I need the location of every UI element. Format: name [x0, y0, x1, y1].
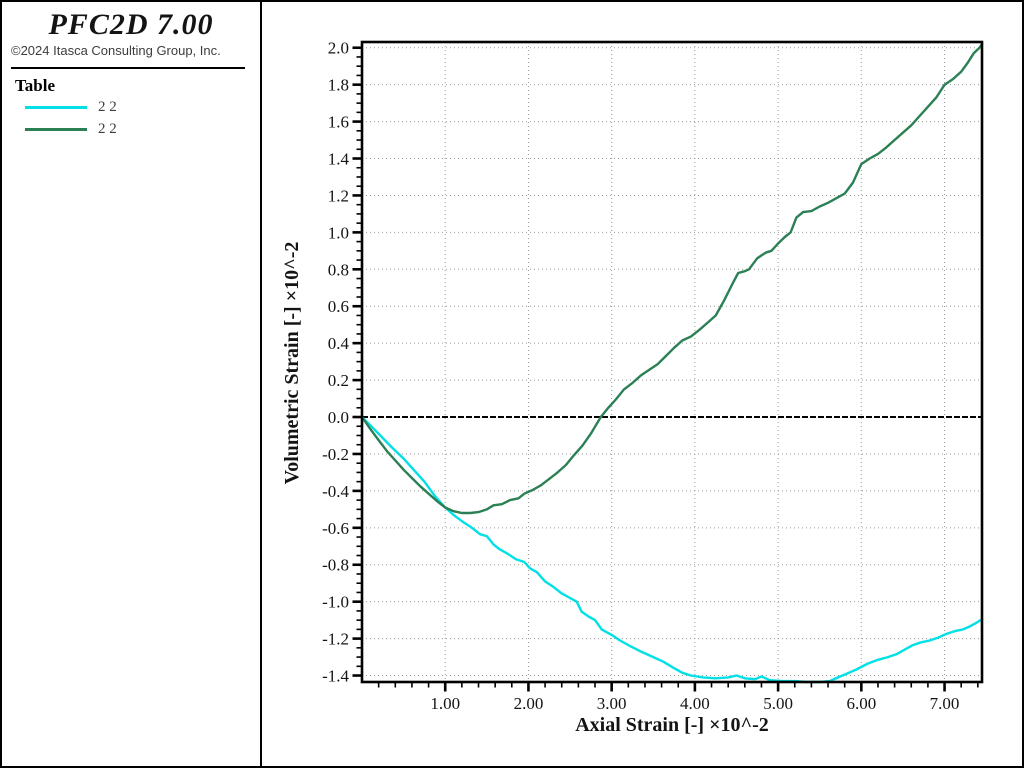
y-tick-label: 1.0: [328, 223, 349, 242]
legend-item-table-green: 2 2: [25, 118, 260, 140]
y-tick-label: -0.4: [322, 482, 349, 501]
y-tick-label: -0.6: [322, 519, 349, 538]
x-tick-label: 1.00: [430, 694, 460, 713]
ticks-group: [352, 46, 979, 692]
gridlines-group: [362, 42, 982, 682]
cyan-line-swatch: [25, 105, 87, 109]
y-tick-label: 1.6: [328, 113, 349, 132]
y-tick-label: 2.0: [328, 39, 349, 58]
tick-labels-group: 1.00 2.00 3.00 4.00 5.00 6.00 7.00 2.0 1.8 1.6 1.4…: [322, 39, 959, 713]
y-tick-label: 0.8: [328, 260, 349, 279]
y-tick-label: -1.0: [322, 593, 349, 612]
y-axis-title: Volumetric Strain [-] ×10^-2: [281, 242, 303, 485]
y-tick-label: 1.8: [328, 76, 349, 95]
legend-item-table-cyan: 2 2: [25, 96, 260, 118]
green-line-swatch: [25, 127, 87, 131]
legend-label: 2 2: [98, 98, 117, 115]
y-tick-label: 0.6: [328, 297, 349, 316]
x-tick-label: 6.00: [846, 694, 876, 713]
y-tick-label: -1.4: [322, 667, 349, 686]
y-tick-label: 0.2: [328, 371, 349, 390]
plot-frame: [360, 40, 984, 684]
info-panel: PFC2D 7.00 ©2024 Itasca Consulting Group…: [2, 2, 262, 766]
y-tick-label: 1.2: [328, 186, 349, 205]
x-tick-label: 5.00: [763, 694, 793, 713]
x-axis-title: Axial Strain [-] ×10^-2: [575, 714, 769, 736]
panel-divider: [11, 67, 245, 69]
app-title: PFC2D 7.00: [48, 8, 214, 41]
series-line-0: [360, 415, 984, 684]
legend-heading: Table: [15, 76, 56, 95]
y-tick-label: 1.4: [328, 150, 350, 169]
x-tick-label: 2.00: [514, 694, 544, 713]
y-tick-label: 0.4: [328, 334, 350, 353]
y-tick-label: -0.2: [322, 445, 349, 464]
legend-label: 2 2: [98, 120, 117, 137]
curves-group: [360, 42, 984, 684]
x-tick-label: 4.00: [680, 694, 710, 713]
y-tick-label: 0.0: [328, 408, 349, 427]
x-tick-label: 7.00: [930, 694, 960, 713]
series-line-1: [360, 42, 984, 515]
copyright-text: ©2024 Itasca Consulting Group, Inc.: [11, 43, 221, 58]
y-tick-label: -1.2: [322, 630, 349, 649]
y-tick-label: -0.8: [322, 556, 349, 575]
x-tick-label: 3.00: [597, 694, 627, 713]
